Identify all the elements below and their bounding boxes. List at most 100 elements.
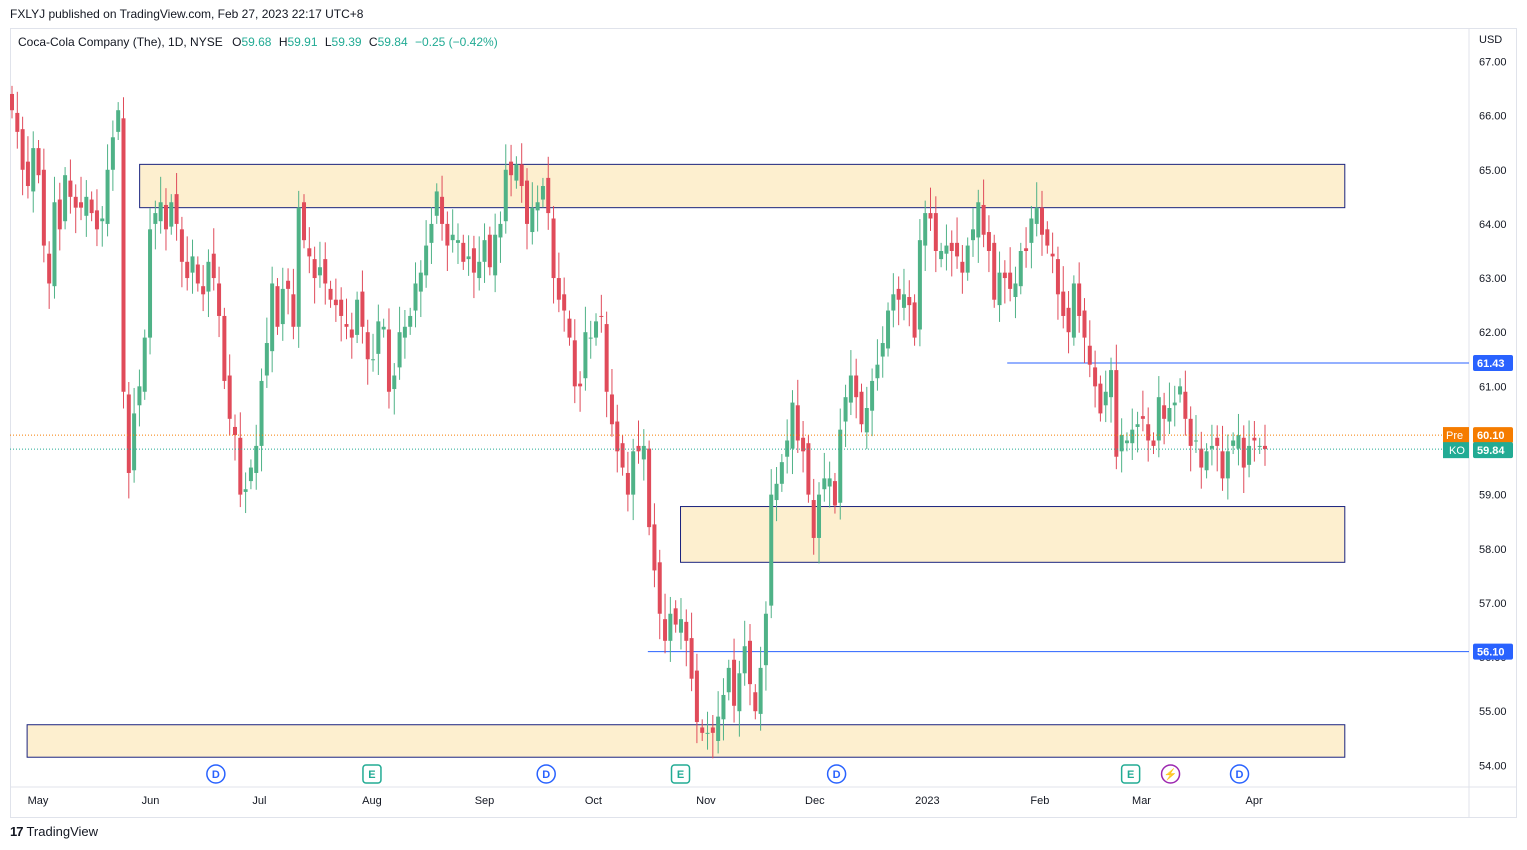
candle-body[interactable] xyxy=(747,640,752,685)
candle-body[interactable] xyxy=(153,213,158,224)
candle-body[interactable] xyxy=(1093,367,1098,387)
candle-body[interactable] xyxy=(822,478,827,490)
candle-body[interactable] xyxy=(349,329,354,338)
split-marker-icon[interactable] xyxy=(1160,764,1181,784)
candle-body[interactable] xyxy=(450,234,455,241)
candle-body[interactable] xyxy=(217,283,222,316)
dividend-marker-icon[interactable] xyxy=(206,764,226,784)
candle-body[interactable] xyxy=(1119,435,1124,452)
candle-body[interactable] xyxy=(875,364,880,379)
candle-body[interactable] xyxy=(445,223,450,246)
candle-body[interactable] xyxy=(185,261,190,279)
candle-body[interactable] xyxy=(312,259,317,279)
candle-body[interactable] xyxy=(854,375,859,398)
candle-body[interactable] xyxy=(302,202,307,241)
candle-body[interactable] xyxy=(232,426,237,436)
candle-body[interactable] xyxy=(514,164,519,181)
candle-body[interactable] xyxy=(1050,253,1055,257)
candle-body[interactable] xyxy=(10,93,14,111)
candle-body[interactable] xyxy=(636,445,641,452)
candle-body[interactable] xyxy=(620,443,625,468)
candle-body[interactable] xyxy=(307,248,312,257)
candle-body[interactable] xyxy=(1071,283,1076,338)
candle-body[interactable] xyxy=(1199,448,1204,468)
candle-body[interactable] xyxy=(36,148,41,176)
candle-body[interactable] xyxy=(1024,248,1029,251)
candle-body[interactable] xyxy=(1220,451,1225,479)
candle-body[interactable] xyxy=(509,161,514,176)
candle-body[interactable] xyxy=(63,175,68,222)
candle-body[interactable] xyxy=(1055,259,1060,295)
candle-body[interactable] xyxy=(148,229,153,338)
candle-body[interactable] xyxy=(631,451,636,495)
candle-body[interactable] xyxy=(381,326,386,330)
candle-body[interactable] xyxy=(710,727,715,733)
candle-body[interactable] xyxy=(1204,451,1209,471)
candle-body[interactable] xyxy=(52,202,57,287)
candle-body[interactable] xyxy=(1209,445,1214,449)
candle-body[interactable] xyxy=(535,202,540,211)
candle-body[interactable] xyxy=(663,619,668,641)
candle-body[interactable] xyxy=(254,445,259,473)
supply-demand-zone[interactable] xyxy=(680,506,1346,563)
candle-body[interactable] xyxy=(15,112,20,132)
candle-body[interactable] xyxy=(981,204,986,235)
candle-body[interactable] xyxy=(615,421,620,452)
candle-body[interactable] xyxy=(1034,207,1039,224)
candle-body[interactable] xyxy=(1247,445,1252,465)
candle-body[interactable] xyxy=(848,375,853,403)
candle-body[interactable] xyxy=(371,359,376,361)
candle-body[interactable] xyxy=(174,194,179,224)
candle-body[interactable] xyxy=(907,297,912,306)
dividend-marker-icon[interactable] xyxy=(536,764,556,784)
candle-body[interactable] xyxy=(684,621,689,641)
candle-body[interactable] xyxy=(227,375,232,419)
candle-body[interactable] xyxy=(1167,408,1172,422)
candle-body[interactable] xyxy=(1002,272,1007,279)
candle-body[interactable] xyxy=(1008,272,1013,289)
candle-body[interactable] xyxy=(588,337,593,339)
candle-body[interactable] xyxy=(179,229,184,262)
candle-body[interactable] xyxy=(360,291,365,327)
candle-body[interactable] xyxy=(891,294,896,311)
candle-body[interactable] xyxy=(578,383,583,387)
candle-body[interactable] xyxy=(530,207,535,233)
candle-body[interactable] xyxy=(705,732,710,734)
candle-body[interactable] xyxy=(41,169,46,246)
candle-body[interactable] xyxy=(116,110,121,132)
candle-body[interactable] xyxy=(572,340,577,387)
candle-body[interactable] xyxy=(1135,424,1140,427)
candle-body[interactable] xyxy=(970,229,975,241)
candle-body[interactable] xyxy=(1241,437,1246,468)
candle-body[interactable] xyxy=(84,196,89,216)
candle-body[interactable] xyxy=(1257,445,1262,447)
candle-body[interactable] xyxy=(206,261,211,292)
candle-body[interactable] xyxy=(344,324,349,327)
candle-body[interactable] xyxy=(732,659,737,706)
candle-body[interactable] xyxy=(769,494,774,606)
supply-demand-zone[interactable] xyxy=(26,724,1346,758)
candle-body[interactable] xyxy=(1183,391,1188,419)
candle-body[interactable] xyxy=(726,667,731,693)
candle-body[interactable] xyxy=(402,326,407,338)
candle-body[interactable] xyxy=(944,245,949,254)
candle-body[interactable] xyxy=(323,259,328,284)
candle-body[interactable] xyxy=(333,299,338,306)
candle-body[interactable] xyxy=(886,310,891,349)
candle-body[interactable] xyxy=(1018,250,1023,287)
candle-body[interactable] xyxy=(190,256,195,273)
candle-body[interactable] xyxy=(493,234,498,276)
candle-body[interactable] xyxy=(477,261,482,279)
candle-body[interactable] xyxy=(238,437,243,495)
candle-body[interactable] xyxy=(1029,218,1034,243)
earnings-marker-icon[interactable] xyxy=(670,764,691,784)
candle-body[interactable] xyxy=(583,332,588,379)
candle-body[interactable] xyxy=(976,202,981,238)
candle-body[interactable] xyxy=(562,294,567,311)
earnings-marker-icon[interactable] xyxy=(362,764,382,784)
candle-body[interactable] xyxy=(47,253,52,284)
candle-body[interactable] xyxy=(222,315,227,381)
candle-body[interactable] xyxy=(137,386,142,406)
candle-body[interactable] xyxy=(1114,370,1119,457)
